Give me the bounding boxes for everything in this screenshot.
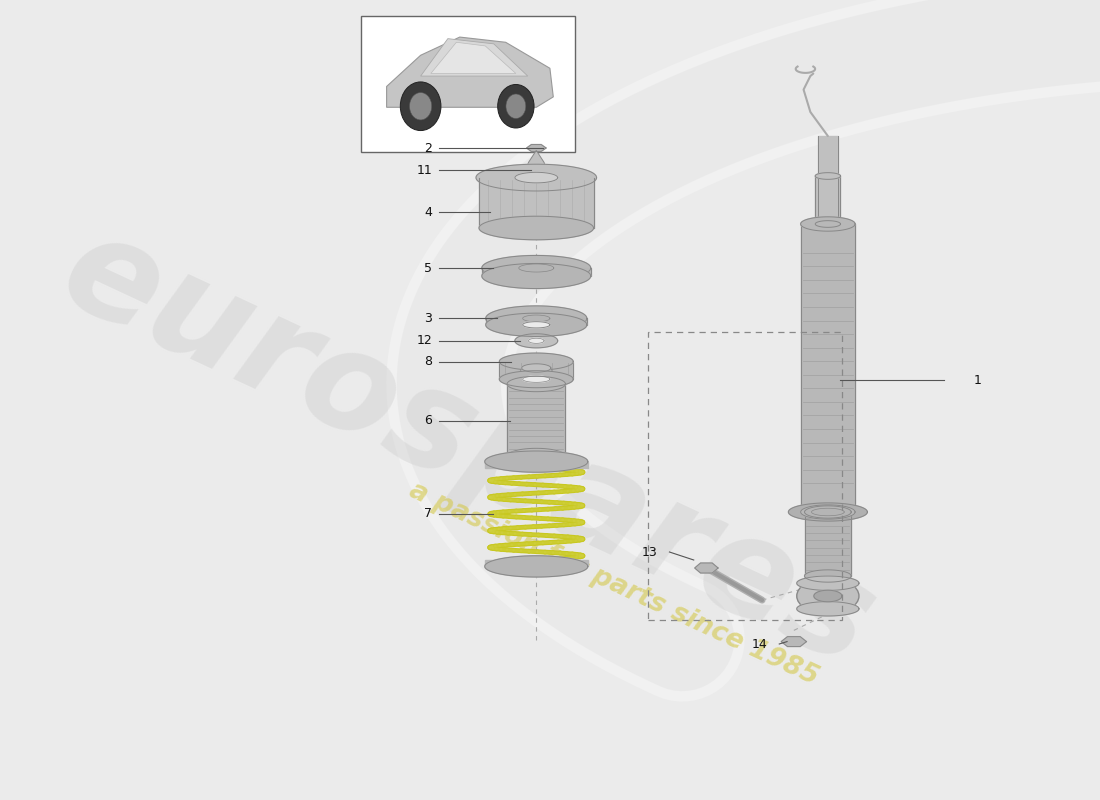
Polygon shape	[801, 217, 855, 231]
Polygon shape	[801, 224, 855, 512]
Polygon shape	[815, 173, 840, 179]
Polygon shape	[818, 136, 837, 224]
Polygon shape	[485, 462, 587, 468]
Polygon shape	[485, 560, 587, 566]
Polygon shape	[812, 508, 844, 516]
Polygon shape	[480, 216, 594, 240]
Polygon shape	[499, 370, 573, 388]
Text: 6: 6	[425, 414, 432, 427]
Polygon shape	[517, 174, 556, 182]
Text: a passion for parts since 1985: a passion for parts since 1985	[405, 478, 823, 690]
Polygon shape	[524, 150, 549, 175]
Ellipse shape	[796, 578, 859, 614]
Polygon shape	[524, 171, 549, 179]
Polygon shape	[486, 306, 586, 331]
Polygon shape	[485, 451, 587, 472]
Polygon shape	[521, 364, 551, 372]
Polygon shape	[522, 315, 550, 322]
Polygon shape	[482, 255, 591, 281]
Polygon shape	[814, 590, 842, 602]
Polygon shape	[420, 38, 528, 76]
Polygon shape	[522, 322, 550, 328]
Polygon shape	[789, 503, 867, 521]
Polygon shape	[485, 556, 587, 577]
Text: 11: 11	[417, 164, 432, 177]
Polygon shape	[804, 512, 851, 576]
Ellipse shape	[497, 85, 534, 128]
Polygon shape	[527, 145, 546, 151]
Text: 14: 14	[752, 638, 768, 650]
Polygon shape	[478, 178, 594, 228]
Polygon shape	[486, 318, 586, 325]
Polygon shape	[804, 506, 851, 518]
Polygon shape	[796, 576, 859, 590]
Text: 4: 4	[425, 206, 432, 218]
Polygon shape	[815, 176, 840, 224]
Text: 8: 8	[425, 355, 432, 368]
Polygon shape	[486, 313, 586, 337]
Polygon shape	[781, 637, 806, 646]
Polygon shape	[515, 172, 558, 183]
Polygon shape	[482, 263, 591, 289]
Polygon shape	[522, 376, 550, 382]
Polygon shape	[519, 264, 553, 272]
Ellipse shape	[409, 93, 431, 120]
Polygon shape	[499, 362, 573, 379]
Text: 1: 1	[974, 374, 981, 386]
Polygon shape	[804, 570, 851, 582]
Polygon shape	[507, 384, 565, 456]
Polygon shape	[515, 334, 558, 348]
Text: 5: 5	[425, 262, 432, 274]
Polygon shape	[507, 448, 565, 464]
FancyBboxPatch shape	[361, 16, 575, 152]
Polygon shape	[431, 42, 516, 74]
Text: 13: 13	[642, 546, 658, 558]
Polygon shape	[499, 353, 573, 370]
Polygon shape	[516, 368, 557, 382]
Polygon shape	[507, 376, 565, 392]
Polygon shape	[695, 563, 718, 573]
Polygon shape	[386, 37, 553, 107]
Polygon shape	[482, 268, 591, 276]
Ellipse shape	[506, 94, 526, 118]
Polygon shape	[476, 164, 596, 191]
Polygon shape	[528, 338, 544, 343]
Text: 7: 7	[425, 507, 432, 520]
Text: 2: 2	[425, 142, 432, 154]
Polygon shape	[801, 505, 855, 519]
Text: eurospares: eurospares	[42, 202, 894, 694]
Text: 12: 12	[417, 334, 432, 347]
Polygon shape	[815, 221, 840, 227]
Ellipse shape	[400, 82, 441, 130]
Text: 3: 3	[425, 312, 432, 325]
Polygon shape	[796, 602, 859, 616]
